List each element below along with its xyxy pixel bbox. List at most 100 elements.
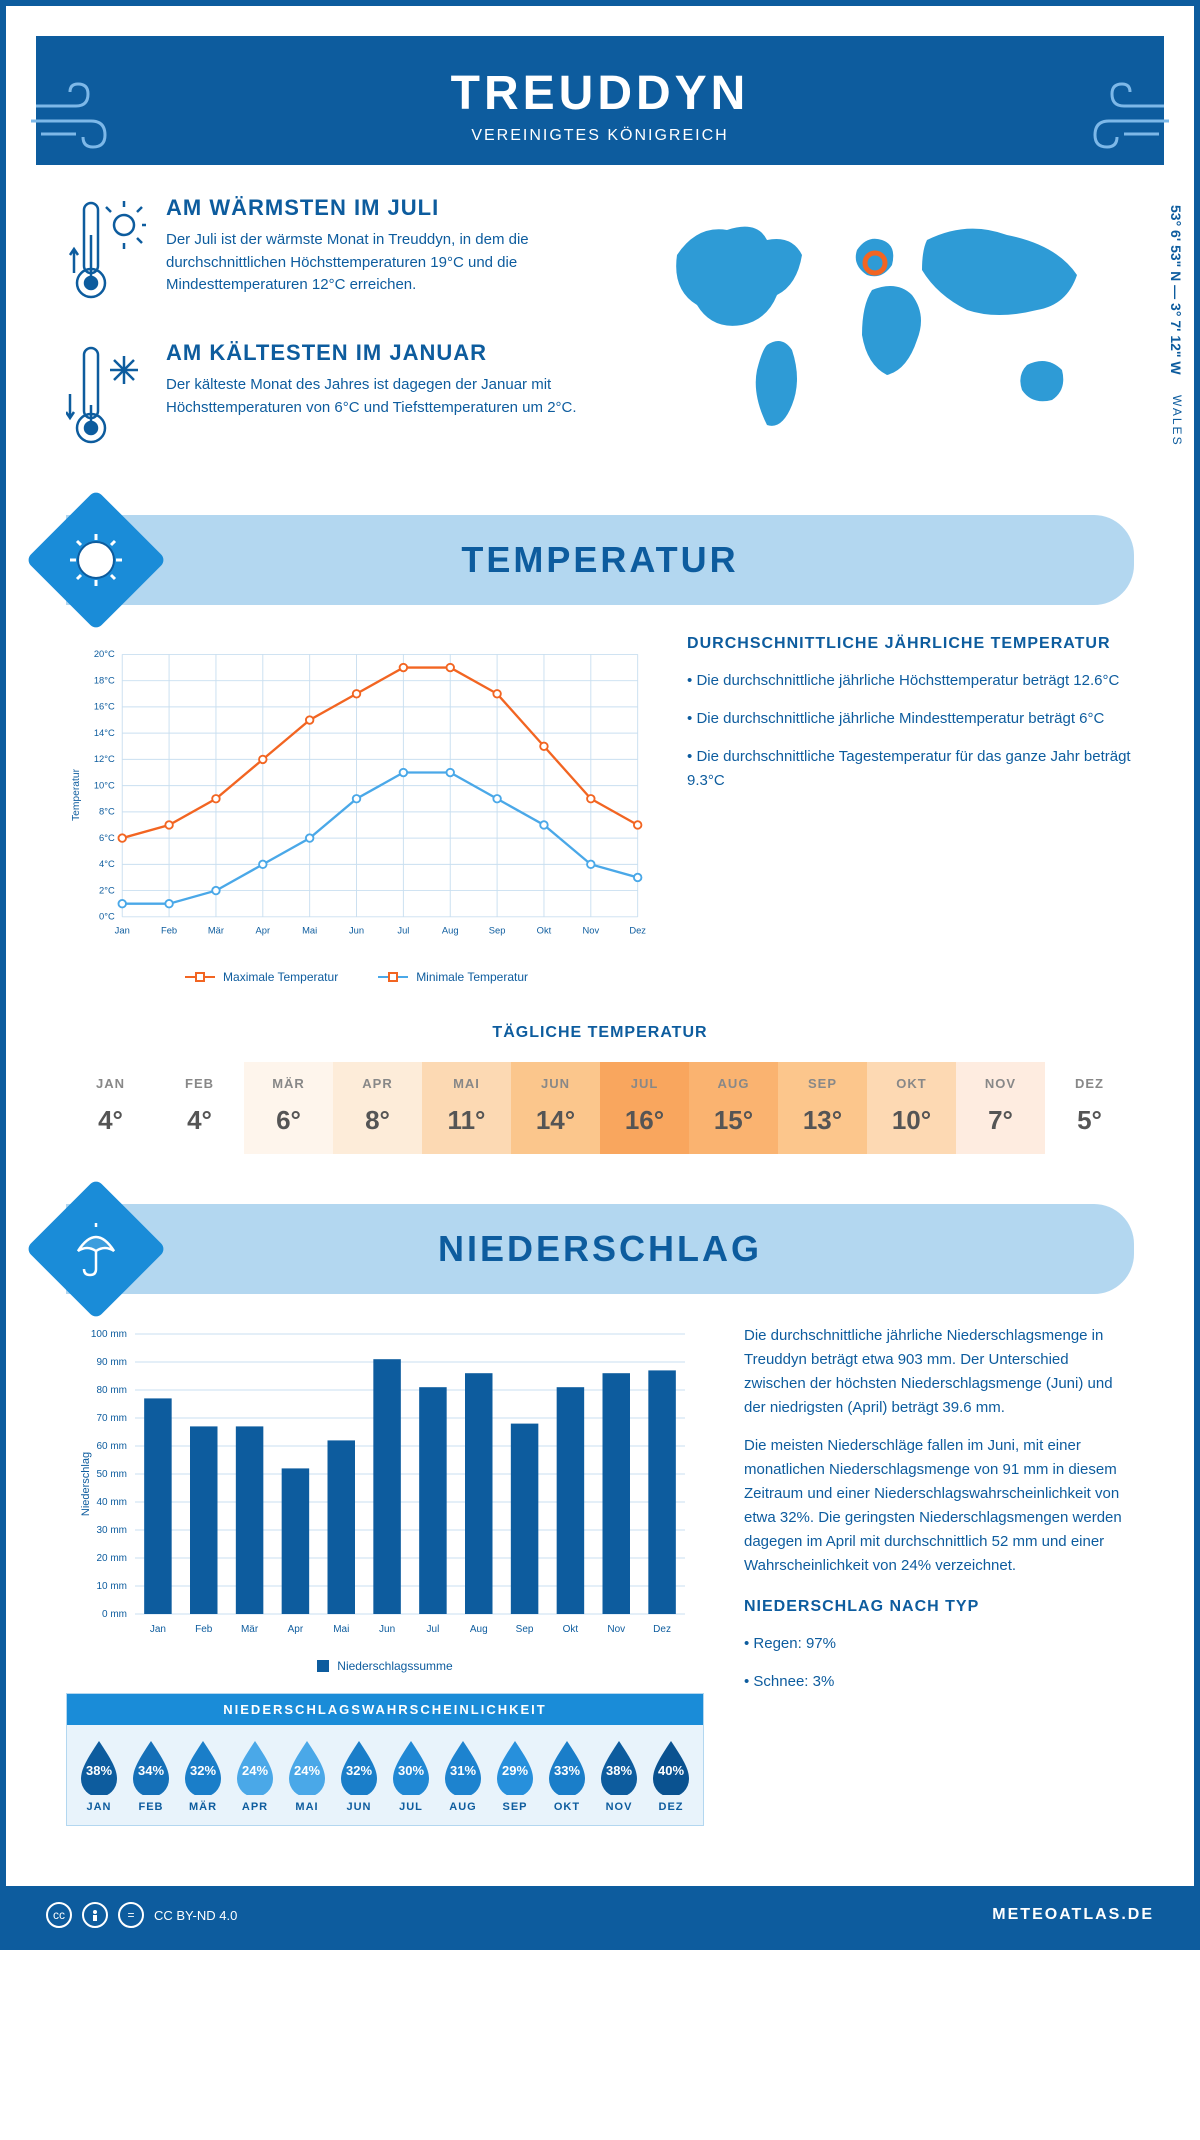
svg-text:14°C: 14°C [94, 728, 115, 738]
temp-cell: MÄR6° [244, 1062, 333, 1154]
svg-text:8°C: 8°C [99, 807, 115, 817]
temperature-banner: TEMPERATUR [66, 515, 1134, 605]
temp-cell: OKT10° [867, 1062, 956, 1154]
temp-info-title: DURCHSCHNITTLICHE JÄHRLICHE TEMPERATUR [687, 635, 1134, 653]
svg-text:20°C: 20°C [94, 649, 115, 659]
svg-text:Jul: Jul [427, 1624, 440, 1635]
temp-legend: .legend-line:nth-child(1)::after{border-… [66, 970, 647, 984]
temp-cell: DEZ5° [1045, 1062, 1134, 1154]
drop-cell: 24%MAI [283, 1737, 331, 1813]
svg-text:2°C: 2°C [99, 885, 115, 895]
wind-icon [1064, 76, 1174, 156]
svg-text:0°C: 0°C [99, 912, 115, 922]
svg-text:70 mm: 70 mm [96, 1413, 127, 1424]
drop-cell: 38%JAN [75, 1737, 123, 1813]
sun-icon [66, 530, 126, 590]
drop-cell: 24%APR [231, 1737, 279, 1813]
precip-prob-title: NIEDERSCHLAGSWAHRSCHEINLICHKEIT [67, 1694, 703, 1725]
precip-type1: • Regen: 97% [744, 1632, 1134, 1656]
cc-icon: cc [46, 1902, 72, 1928]
svg-text:90 mm: 90 mm [96, 1357, 127, 1368]
svg-text:Okt: Okt [563, 1624, 579, 1635]
svg-text:Mär: Mär [208, 926, 224, 936]
coldest-title: AM KÄLTESTEN IM JANUAR [166, 340, 580, 366]
temperature-line-chart: 0°C2°C4°C6°C8°C10°C12°C14°C16°C18°C20°CJ… [66, 635, 647, 955]
svg-text:Temperatur: Temperatur [71, 768, 82, 821]
svg-text:Apr: Apr [288, 1624, 304, 1635]
thermometer-hot-icon [66, 195, 146, 305]
coordinates: 53° 6' 53" N — 3° 7' 12" W [1168, 205, 1184, 375]
page-title: TREUDDYN [56, 66, 1144, 121]
svg-text:30 mm: 30 mm [96, 1525, 127, 1536]
svg-text:Sep: Sep [516, 1624, 534, 1635]
svg-text:Mai: Mai [302, 926, 317, 936]
precip-p1: Die durchschnittliche jährliche Niedersc… [744, 1324, 1134, 1420]
daily-temp-title: TÄGLICHE TEMPERATUR [66, 1024, 1134, 1042]
svg-text:20 mm: 20 mm [96, 1553, 127, 1564]
by-icon [82, 1902, 108, 1928]
drop-cell: 32%JUN [335, 1737, 383, 1813]
temperature-title: TEMPERATUR [461, 539, 738, 581]
warmest-title: AM WÄRMSTEN IM JULI [166, 195, 580, 221]
precip-probability-box: NIEDERSCHLAGSWAHRSCHEINLICHKEIT 38%JAN34… [66, 1693, 704, 1826]
svg-text:Niederschlag: Niederschlag [80, 1452, 92, 1516]
svg-text:80 mm: 80 mm [96, 1385, 127, 1396]
site-name: METEOATLAS.DE [992, 1906, 1154, 1924]
page-header: TREUDDYN VEREINIGTES KÖNIGREICH [36, 36, 1164, 165]
region-label: WALES [1170, 395, 1184, 447]
temp-info-p1: • Die durchschnittliche jährliche Höchst… [687, 669, 1134, 693]
svg-text:Aug: Aug [442, 926, 459, 936]
world-map [620, 195, 1134, 455]
svg-text:50 mm: 50 mm [96, 1469, 127, 1480]
page-footer: cc = CC BY-ND 4.0 METEOATLAS.DE [6, 1886, 1194, 1944]
thermometer-cold-icon [66, 340, 146, 450]
license-text: CC BY-ND 4.0 [154, 1908, 237, 1923]
wind-icon [26, 76, 136, 156]
svg-text:Sep: Sep [489, 926, 506, 936]
temp-cell: SEP13° [778, 1062, 867, 1154]
svg-text:Jan: Jan [150, 1624, 166, 1635]
precip-legend: Niederschlagssumme [66, 1659, 704, 1673]
temp-cell: JUN14° [511, 1062, 600, 1154]
svg-text:Aug: Aug [470, 1624, 488, 1635]
legend-max: Maximale Temperatur [223, 970, 338, 984]
svg-text:Mai: Mai [333, 1624, 349, 1635]
precip-title: NIEDERSCHLAG [438, 1228, 762, 1270]
svg-text:Jun: Jun [379, 1624, 395, 1635]
svg-text:Nov: Nov [607, 1624, 625, 1635]
coldest-fact: AM KÄLTESTEN IM JANUAR Der kälteste Mona… [66, 340, 580, 455]
drop-cell: 31%AUG [439, 1737, 487, 1813]
temp-cell: MAI11° [422, 1062, 511, 1154]
drop-cell: 29%SEP [491, 1737, 539, 1813]
svg-text:Dez: Dez [653, 1624, 671, 1635]
svg-text:40 mm: 40 mm [96, 1497, 127, 1508]
svg-text:Jul: Jul [397, 926, 409, 936]
daily-temp-grid: JAN4°FEB4°MÄR6°APR8°MAI11°JUN14°JUL16°AU… [66, 1062, 1134, 1154]
svg-text:10°C: 10°C [94, 780, 115, 790]
svg-text:Okt: Okt [537, 926, 552, 936]
svg-text:Apr: Apr [256, 926, 271, 936]
drop-cell: 32%MÄR [179, 1737, 227, 1813]
temp-cell: NOV7° [956, 1062, 1045, 1154]
precip-prob-drops: 38%JAN34%FEB32%MÄR24%APR24%MAI32%JUN30%J… [67, 1725, 703, 1825]
temp-cell: AUG15° [689, 1062, 778, 1154]
drop-cell: 38%NOV [595, 1737, 643, 1813]
umbrella-icon [66, 1219, 126, 1279]
legend-min: Minimale Temperatur [416, 970, 528, 984]
temp-info-p2: • Die durchschnittliche jährliche Mindes… [687, 707, 1134, 731]
temp-info-p3: • Die durchschnittliche Tagestemperatur … [687, 745, 1134, 793]
svg-text:Feb: Feb [161, 926, 177, 936]
precip-type2: • Schnee: 3% [744, 1670, 1134, 1694]
temp-cell: JUL16° [600, 1062, 689, 1154]
svg-text:4°C: 4°C [99, 859, 115, 869]
drop-cell: 40%DEZ [647, 1737, 695, 1813]
svg-text:Mär: Mär [241, 1624, 259, 1635]
precip-p2: Die meisten Niederschläge fallen im Juni… [744, 1434, 1134, 1578]
svg-text:18°C: 18°C [94, 675, 115, 685]
svg-text:Nov: Nov [582, 926, 599, 936]
temp-cell: JAN4° [66, 1062, 155, 1154]
svg-text:Feb: Feb [195, 1624, 213, 1635]
legend-precip: Niederschlagssumme [337, 1659, 452, 1673]
svg-text:0 mm: 0 mm [102, 1609, 127, 1620]
nd-icon: = [118, 1902, 144, 1928]
